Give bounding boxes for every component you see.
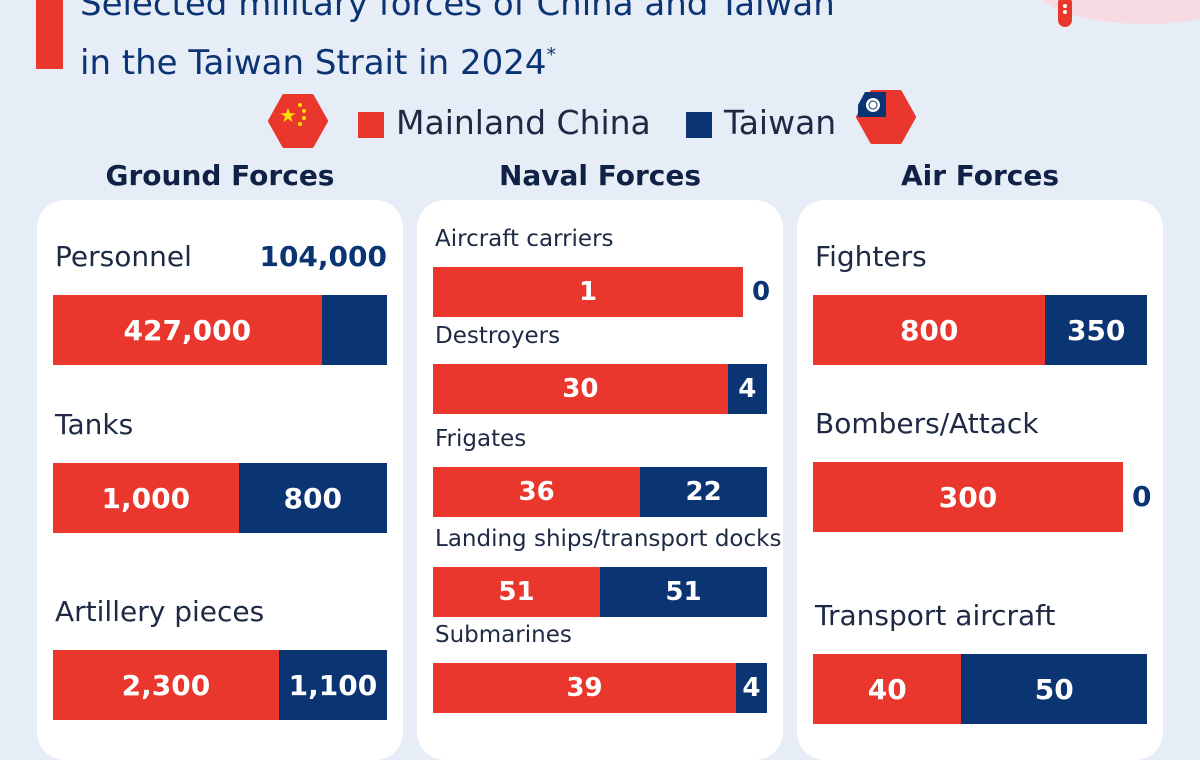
bar-segment-taiwan-tanks: 800	[238, 463, 387, 533]
panel-title-air-forces: Air Forces	[900, 159, 1060, 192]
value-label-china-transport-aircraft: 40	[867, 672, 907, 706]
value-label-china-personnel: 427,000	[123, 313, 252, 347]
bar-segment-taiwan-destroyers: 4	[727, 364, 767, 414]
value-label-china-bombers-attack: 300	[938, 480, 998, 514]
value-label-taiwan-aircraft-carriers: 0	[752, 277, 771, 307]
value-label-china-destroyers: 30	[562, 374, 599, 404]
footnote-marker: *	[546, 44, 556, 66]
metric-label-bombers-attack: Bombers/Attack	[815, 407, 1039, 440]
bar-segment-china-frigates: 36	[433, 467, 641, 517]
bar-segment-china-transport-aircraft: 40	[813, 654, 962, 724]
bar-fighters: 800 350	[813, 295, 1147, 365]
panel-title-ground-forces: Ground Forces	[105, 159, 335, 192]
bar-segment-taiwan-artillery-pieces: 1,100	[278, 650, 387, 720]
value-label-china-submarines: 39	[566, 673, 603, 703]
bar-segment-china-bombers-attack: 300	[813, 462, 1123, 532]
corner-mark-icon	[1058, 0, 1072, 27]
legend-label-china: Mainland China	[396, 103, 651, 142]
value-label-taiwan-destroyers: 4	[738, 374, 757, 404]
value-label-taiwan-artillery-pieces: 1,100	[288, 668, 378, 702]
bar-frigates: 36 22	[433, 467, 767, 517]
bar-segment-china-destroyers: 30	[433, 364, 728, 414]
corner-decoration	[1030, 0, 1200, 24]
legend-swatch-taiwan	[686, 112, 712, 138]
bar-segment-china-tanks: 1,000	[53, 463, 239, 533]
metric-label-aircraft-carriers: Aircraft carriers	[435, 226, 614, 252]
bar-bombers-attack: 300	[813, 462, 1123, 532]
panel-title-naval-forces: Naval Forces	[498, 159, 702, 192]
title-accent-bar	[36, 0, 63, 69]
value-label-taiwan-transport-aircraft: 50	[1034, 672, 1074, 706]
bar-landing-ships-transport-docks: 51 51	[433, 567, 767, 617]
metric-label-landing-ships-transport-docks: Landing ships/transport docks	[435, 526, 782, 552]
bar-submarines: 39 4	[433, 663, 767, 713]
chart-title-line-1: Selected military forces of China and Ta…	[80, 0, 835, 24]
value-label-china-landing-ships-transport-docks: 51	[498, 577, 535, 607]
value-label-china-frigates: 36	[518, 477, 555, 507]
value-label-china-artillery-pieces: 2,300	[121, 668, 211, 702]
metric-label-tanks: Tanks	[55, 408, 134, 441]
value-label-taiwan-submarines: 4	[742, 673, 761, 703]
bar-personnel: 427,000	[53, 295, 387, 365]
value-label-china-aircraft-carriers: 1	[578, 277, 598, 307]
bar-destroyers: 30 4	[433, 364, 767, 414]
taiwan-flag-icon	[856, 90, 916, 144]
bar-segment-china-submarines: 39	[433, 663, 736, 713]
metric-label-artillery-pieces: Artillery pieces	[55, 595, 265, 628]
bar-segment-china-landing-ships-transport-docks: 51	[433, 567, 600, 617]
bar-segment-china-personnel: 427,000	[53, 295, 322, 365]
bar-segment-taiwan-submarines: 4	[735, 663, 767, 713]
legend-label-taiwan: Taiwan	[724, 103, 837, 142]
bar-artillery-pieces: 2,300 1,100	[53, 650, 387, 720]
metric-label-frigates: Frigates	[435, 426, 527, 452]
bar-segment-taiwan-fighters: 350	[1045, 295, 1147, 365]
value-label-taiwan-frigates: 22	[685, 477, 722, 507]
metric-label-transport-aircraft: Transport aircraft	[815, 599, 1056, 632]
bar-segment-china-aircraft-carriers: 1	[433, 267, 743, 317]
value-label-china-tanks: 1,000	[101, 481, 191, 515]
legend-swatch-china	[358, 112, 384, 138]
bar-tanks: 1,000 800	[53, 463, 387, 533]
metric-label-fighters: Fighters	[815, 240, 927, 273]
value-label-taiwan-landing-ships-transport-docks: 51	[665, 577, 702, 607]
value-label-china-fighters: 800	[899, 313, 959, 347]
value-label-taiwan-fighters: 350	[1066, 313, 1126, 347]
bar-segment-taiwan-landing-ships-transport-docks: 51	[600, 567, 767, 617]
metric-label-personnel: Personnel	[55, 240, 192, 273]
bar-segment-taiwan-personnel	[321, 295, 387, 365]
bar-segment-china-artillery-pieces: 2,300	[53, 650, 279, 720]
bar-aircraft-carriers: 1	[433, 267, 743, 317]
value-label-taiwan-tanks: 800	[283, 481, 342, 515]
metric-label-submarines: Submarines	[435, 622, 572, 648]
bar-segment-taiwan-frigates: 22	[640, 467, 767, 517]
bar-segment-taiwan-transport-aircraft: 50	[961, 654, 1147, 724]
value-label-taiwan-personnel: 104,000	[259, 240, 387, 273]
bar-segment-china-fighters: 800	[813, 295, 1046, 365]
metric-label-destroyers: Destroyers	[435, 323, 561, 349]
china-flag-icon	[268, 94, 328, 148]
bar-transport-aircraft: 40 50	[813, 654, 1147, 724]
value-label-taiwan-bombers-attack: 0	[1132, 480, 1152, 513]
chart-title-line-2: in the Taiwan Strait in 2024*	[80, 43, 556, 83]
